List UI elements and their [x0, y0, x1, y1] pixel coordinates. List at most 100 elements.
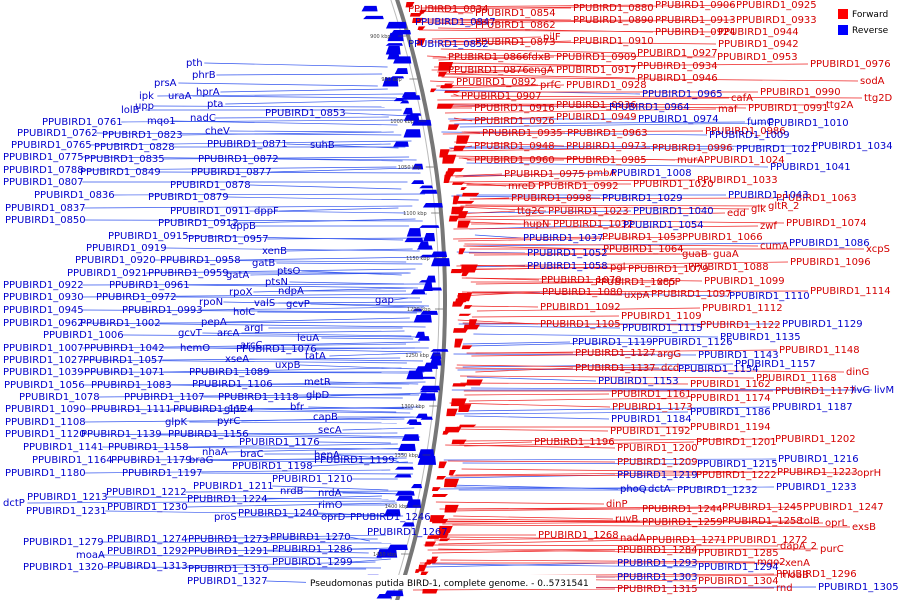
gene-label: dapA_2 [780, 541, 817, 552]
reverse-feature-128 [396, 495, 414, 501]
reverse-connector-line [349, 536, 370, 542]
reverse-feature-4 [363, 15, 384, 20]
gene-label: PPUBIRD1_1293 [617, 558, 698, 569]
gene-label: PPUBIRD1_1109 [621, 311, 702, 322]
gene-label: gltR_2 [768, 201, 799, 212]
reverse-feature-27 [399, 100, 410, 104]
forward-connector-line [455, 367, 845, 373]
gene-label: PPUBIRD1_1020 [633, 179, 714, 190]
forward-connector-line [456, 364, 660, 369]
reverse-connector-line [186, 502, 397, 508]
gene-label: PPUBIRD1_1164 [32, 455, 113, 466]
gene-label: PPUBIRD1_0961 [109, 280, 190, 291]
gene-label: PPUBIRD1_1088 [688, 262, 769, 273]
forward-connector-line [452, 524, 851, 528]
gene-label: PPUBIRD1_0788 [3, 165, 84, 176]
reverse-feature-67 [431, 258, 451, 267]
gene-label: gap [375, 295, 394, 306]
reverse-connector-line [175, 296, 421, 299]
reverse-connector-line [238, 515, 404, 518]
gene-label: zwf [760, 221, 777, 232]
gene-label: PPUBIRD1_1032 [553, 219, 634, 230]
reverse-connector-line [477, 325, 621, 329]
forward-connector-line [466, 305, 539, 308]
gene-label: PPUBIRD1_1194 [690, 422, 771, 433]
gene-label: dctP [3, 498, 25, 509]
reverse-connector-line [82, 309, 431, 313]
gene-label: PPUBIRD1_0928 [566, 80, 647, 91]
gene-label: PPUBIRD1_0965 [642, 89, 723, 100]
reverse-connector-line [157, 93, 404, 97]
reverse-connector-line [454, 145, 811, 148]
forward-feature-118 [438, 461, 447, 469]
reverse-connector-line [308, 406, 413, 410]
reverse-connector-line [459, 406, 771, 412]
gene-label: hprA [196, 87, 220, 98]
gene-label: PPUBIRD1_0907 [461, 91, 542, 102]
gene-label: nrdA [318, 488, 342, 499]
reverse-connector-line [439, 486, 775, 490]
forward-connector-line [460, 205, 750, 210]
gene-label: ttg2A [826, 100, 854, 111]
gene-label: PPUBIRD1_0850 [5, 215, 86, 226]
gene-label: PPUBIRD1_1267 [367, 527, 448, 538]
gene-label: PPUBIRD1_1179 [111, 455, 192, 466]
gene-label: PPUBIRD1_0854 [475, 8, 556, 19]
gene-label: PPUBIRD1_1052 [527, 248, 608, 259]
forward-connector-line [468, 252, 681, 255]
reverse-connector-line [159, 321, 419, 324]
gene-label: PPUBIRD1_1063 [776, 193, 857, 204]
gene-label: PPUBIRD1_1074 [786, 218, 867, 229]
gene-label: pyrC [217, 416, 240, 427]
reverse-connector-line [84, 469, 391, 474]
gene-label: PPUBIRD1_1192 [610, 426, 691, 437]
gene-label: PPUBIRD1_1122 [700, 320, 781, 331]
gene-label: PPUBIRD1_0964 [609, 102, 690, 113]
legend-forward-label: Forward [852, 10, 888, 20]
gene-label: PPUBIRD1_1296 [776, 569, 857, 580]
gene-label: PPUBIRD1_1209 [617, 457, 698, 468]
gene-label: PPUBIRD1_1078 [19, 392, 100, 403]
gene-label: PPUBIRD1_1135 [720, 332, 801, 343]
forward-connector-line [415, 21, 474, 26]
reverse-connector-line [226, 447, 414, 453]
reverse-feature-19 [382, 77, 399, 87]
gene-label: lolB [121, 105, 140, 116]
forward-connector-line [442, 69, 555, 75]
gene-label: PPUBIRD1_1273 [188, 534, 269, 545]
forward-feature-133 [431, 518, 449, 524]
forward-feature-10 [416, 38, 426, 46]
gene-label: PPUBIRD1_0913 [655, 15, 736, 26]
reverse-connector-line [153, 105, 385, 108]
reverse-connector-line [82, 322, 426, 328]
reverse-connector-line [82, 343, 407, 349]
gene-label: PPUBIRD1_0927 [637, 48, 718, 59]
forward-connector-line [462, 438, 774, 442]
map-caption: Pseudomonas putida BIRD-1, complete geno… [310, 579, 589, 589]
gene-label: PPUBIRD1_1153 [598, 376, 679, 387]
gene-label: PPUBIRD1_0853 [265, 108, 346, 119]
forward-feature-110 [458, 424, 477, 428]
reverse-feature-102 [418, 393, 436, 401]
gene-label: PPUBIRD1_0915 [108, 231, 189, 242]
reverse-connector-line [223, 301, 430, 307]
reverse-connector-line [270, 167, 413, 173]
forward-connector-line [458, 236, 681, 242]
forward-feature-125 [431, 487, 441, 491]
gene-label: PPUBIRD1_1161 [611, 389, 692, 400]
reverse-feature-100 [420, 385, 441, 391]
forward-feature-78 [452, 301, 465, 307]
forward-feature-70 [461, 271, 470, 277]
reverse-connector-line [277, 158, 403, 162]
reverse-feature-83 [413, 314, 432, 323]
gene-label: pilF [543, 32, 561, 43]
reverse-connector-line [102, 566, 382, 569]
reverse-connector-line [241, 416, 421, 422]
reverse-connector-line [204, 347, 422, 353]
gene-label: PPUBIRD1_1080 [542, 287, 623, 298]
gene-label: PPUBIRD1_1177 [775, 386, 856, 397]
gene-label: PPUBIRD1_1245 [722, 502, 803, 513]
forward-connector-line [463, 245, 602, 250]
gene-label: PPUBIRD1_1240 [238, 508, 319, 519]
scale-tick-label-10: 1400 kbp [385, 504, 409, 510]
